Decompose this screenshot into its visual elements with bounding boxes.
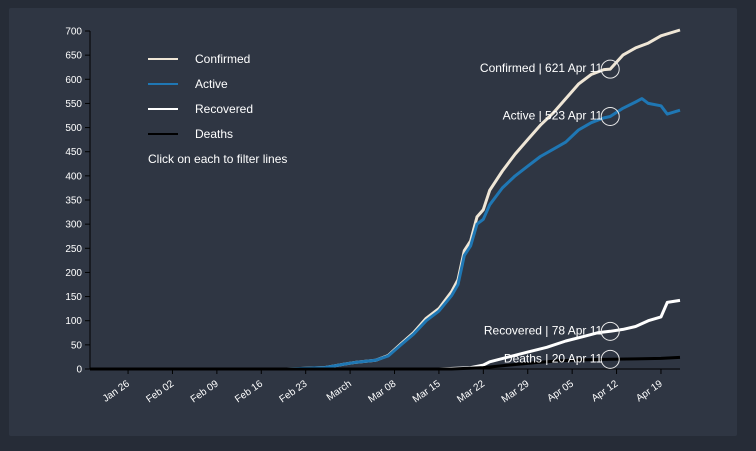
series-lines [90,28,681,371]
annotation-label-active: Active | 523 Apr 11 [503,108,603,122]
legend-label[interactable]: Recovered [195,102,253,116]
legend[interactable]: Confirmed Active Recovered Deaths Click on e… [148,52,287,166]
hover-marker-recovered [600,321,620,341]
y-tick-label: 450 [65,147,82,158]
y-tick-label: 700 [65,27,82,38]
annotation-label-recovered: Recovered | 78 Apr 11 [484,323,603,337]
hover-marker-confirmed [600,59,620,79]
legend-label[interactable]: Deaths [195,127,233,141]
y-tick-label: 500 [65,123,82,134]
series-line-confirmed [90,28,681,371]
y-tick-label: 250 [65,244,82,255]
chart-panel [9,8,737,436]
y-tick-label: 50 [71,340,83,351]
series-line-deaths [90,355,681,371]
y-tick-label: 100 [65,316,82,327]
y-tick-label: 200 [65,268,82,279]
legend-item-confirmed[interactable]: Confirmed [148,52,250,66]
x-tick-label: Apr 19 [634,378,665,404]
y-tick-label: 300 [65,220,82,231]
legend-label[interactable]: Confirmed [195,52,250,66]
annotation-label-deaths: Deaths | 20 Apr 11 [504,351,603,365]
x-tick-label: Jan 26 [101,378,132,404]
y-tick-label: 550 [65,99,82,110]
y-tick-label: 150 [65,292,82,303]
x-tick-label: March [325,378,354,403]
x-tick-label: Feb 09 [189,378,221,405]
x-tick-label: Mar 15 [411,378,443,405]
x-tick-label: Mar 22 [455,378,487,405]
y-tick-label: 0 [76,365,82,376]
x-tick-label: Mar 29 [500,378,532,405]
y-tick-label: 350 [65,196,82,207]
y-tick-label: 600 [65,75,82,86]
x-tick-label: Apr 05 [545,378,576,404]
hover-marker-active [600,106,620,126]
hover-annotations: Confirmed | 621 Apr 11 Active | 523 Apr 1… [480,59,620,369]
y-tick-label: 400 [65,171,82,182]
legend-label[interactable]: Active [195,77,228,91]
y-tick-label: 650 [65,51,82,62]
hover-marker-deaths [600,349,620,369]
annotation-label-confirmed: Confirmed | 621 Apr 11 [480,61,603,75]
legend-item-recovered[interactable]: Recovered [148,102,253,116]
legend-item-deaths[interactable]: Deaths [148,127,233,141]
legend-note: Click on each to filter lines [148,152,287,166]
x-tick-label: Mar 08 [366,378,398,405]
x-tick-label: Feb 02 [144,378,176,405]
series-line-active [90,97,681,371]
x-tick-label: Feb 23 [278,378,310,405]
x-tick-label: Apr 12 [590,378,621,404]
series-line-recovered [90,298,681,371]
x-tick-label: Feb 16 [233,378,265,405]
legend-item-active[interactable]: Active [148,77,228,91]
